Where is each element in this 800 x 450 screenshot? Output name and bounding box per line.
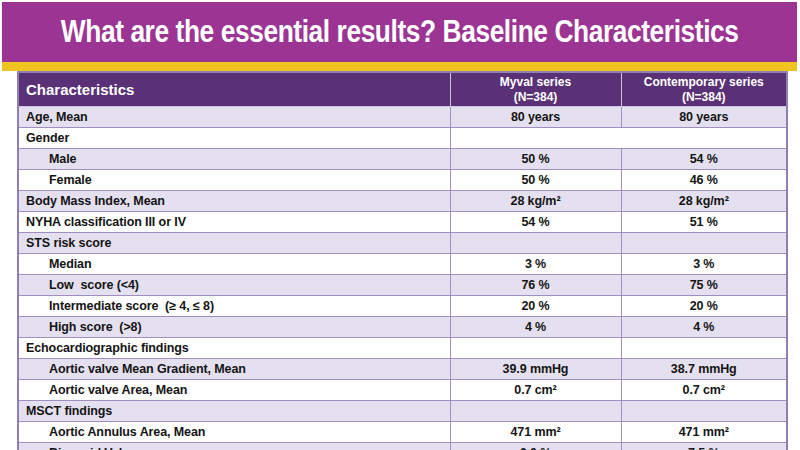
row-label: Female bbox=[49, 173, 91, 187]
contemporary-value: 54 % bbox=[621, 149, 787, 170]
row-label: Low score (<4) bbox=[49, 278, 139, 292]
baseline-characteristics-table: Characteristics Myval series (N=384) Con… bbox=[17, 71, 788, 450]
row-label: Intermediate score (≥ 4, ≤ 8) bbox=[49, 299, 214, 313]
slide-title-bar: What are the essential results? Baseline… bbox=[2, 2, 797, 62]
contemporary-value: 7.5 % bbox=[621, 443, 787, 450]
myval-value bbox=[450, 338, 621, 359]
merged-empty-value bbox=[450, 128, 787, 149]
contemporary-value: 75 % bbox=[621, 275, 787, 296]
contemporary-value bbox=[621, 233, 787, 254]
contemporary-value: 80 years bbox=[621, 107, 787, 128]
header-contemporary-series: Contemporary series (N=384) bbox=[621, 72, 787, 107]
table-header-row: Characteristics Myval series (N=384) Con… bbox=[18, 72, 787, 107]
myval-value: 471 mm² bbox=[450, 422, 621, 443]
myval-value bbox=[450, 401, 621, 422]
myval-value: 39.9 mmHg bbox=[450, 359, 621, 380]
row-label: MSCT findings bbox=[26, 404, 112, 418]
table-row-high-score: High score (>8) 4 % 4 % bbox=[18, 317, 787, 338]
row-label: High score (>8) bbox=[49, 320, 142, 334]
myval-value: 3 % bbox=[450, 254, 621, 275]
baseline-characteristics-table-wrap: Characteristics Myval series (N=384) Con… bbox=[17, 71, 786, 450]
table-row-female: Female 50 % 46 % bbox=[18, 170, 787, 191]
row-label: Age, Mean bbox=[26, 110, 88, 124]
contemporary-value bbox=[621, 401, 787, 422]
row-label: NYHA classification III or IV bbox=[26, 215, 186, 229]
table-row-bicuspid-valve: Bicuspid Valve 6.0 % 7.5 % bbox=[18, 443, 787, 450]
table-row-sts-risk-score: STS risk score bbox=[18, 233, 787, 254]
row-label: Gender bbox=[26, 131, 69, 145]
row-label: Aortic valve Mean Gradient, Mean bbox=[49, 362, 246, 376]
row-label: Male bbox=[49, 152, 76, 166]
myval-value: 6.0 % bbox=[450, 443, 621, 450]
row-label: Aortic valve Area, Mean bbox=[49, 383, 187, 397]
table-row-median: Median 3 % 3 % bbox=[18, 254, 787, 275]
slide-title: What are the essential results? Baseline… bbox=[61, 14, 739, 50]
yellow-accent-strip bbox=[2, 62, 797, 71]
contemporary-value: 471 mm² bbox=[621, 422, 787, 443]
table-row-age: Age, Mean 80 years 80 years bbox=[18, 107, 787, 128]
table-row-male: Male 50 % 54 % bbox=[18, 149, 787, 170]
contemporary-value: 4 % bbox=[621, 317, 787, 338]
row-label: Aortic Annulus Area, Mean bbox=[49, 425, 205, 439]
contemporary-value: 20 % bbox=[621, 296, 787, 317]
contemporary-value: 3 % bbox=[621, 254, 787, 275]
table-row-nyha: NYHA classification III or IV 54 % 51 % bbox=[18, 212, 787, 233]
myval-value bbox=[450, 233, 621, 254]
myval-value: 76 % bbox=[450, 275, 621, 296]
row-label: STS risk score bbox=[26, 236, 111, 250]
row-label: Body Mass Index, Mean bbox=[26, 194, 165, 208]
header-characteristics: Characteristics bbox=[18, 72, 450, 107]
myval-value: 28 kg/m² bbox=[450, 191, 621, 212]
table-row-intermediate-score: Intermediate score (≥ 4, ≤ 8) 20 % 20 % bbox=[18, 296, 787, 317]
table-row-bmi: Body Mass Index, Mean 28 kg/m² 28 kg/m² bbox=[18, 191, 787, 212]
table-row-gender: Gender bbox=[18, 128, 787, 149]
table-row-echocardiographic-findings: Echocardiographic findings bbox=[18, 338, 787, 359]
row-label: Echocardiographic findings bbox=[26, 341, 189, 355]
myval-value: 4 % bbox=[450, 317, 621, 338]
row-label: Median bbox=[49, 257, 91, 271]
table-row-msct-findings: MSCT findings bbox=[18, 401, 787, 422]
contemporary-value: 0.7 cm² bbox=[621, 380, 787, 401]
header-myval-series: Myval series (N=384) bbox=[450, 72, 621, 107]
contemporary-value: 46 % bbox=[621, 170, 787, 191]
myval-value: 54 % bbox=[450, 212, 621, 233]
table-row-aortic-valve-mean-gradient: Aortic valve Mean Gradient, Mean 39.9 mm… bbox=[18, 359, 787, 380]
contemporary-value bbox=[621, 338, 787, 359]
contemporary-value: 28 kg/m² bbox=[621, 191, 787, 212]
row-label: Bicuspid Valve bbox=[49, 446, 136, 450]
myval-value: 20 % bbox=[450, 296, 621, 317]
myval-value: 0.7 cm² bbox=[450, 380, 621, 401]
table-row-low-score: Low score (<4) 76 % 75 % bbox=[18, 275, 787, 296]
contemporary-value: 38.7 mmHg bbox=[621, 359, 787, 380]
myval-value: 80 years bbox=[450, 107, 621, 128]
contemporary-value: 51 % bbox=[621, 212, 787, 233]
table-row-aortic-valve-area: Aortic valve Area, Mean 0.7 cm² 0.7 cm² bbox=[18, 380, 787, 401]
myval-value: 50 % bbox=[450, 170, 621, 191]
myval-value: 50 % bbox=[450, 149, 621, 170]
table-row-aortic-annulus-area: Aortic Annulus Area, Mean 471 mm² 471 mm… bbox=[18, 422, 787, 443]
